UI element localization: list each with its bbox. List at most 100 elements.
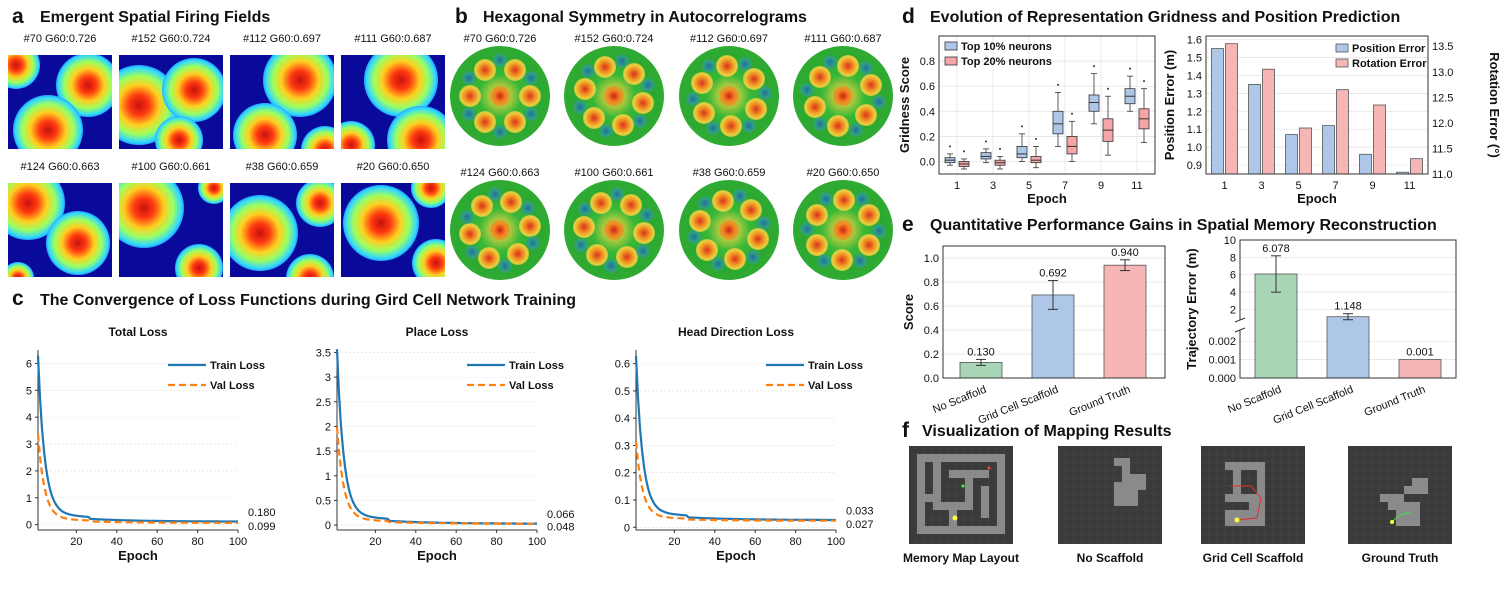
loss-chart-title: Total Loss: [108, 325, 167, 339]
x-tick-label: 100: [229, 536, 247, 548]
position-error-bar: [1322, 125, 1335, 175]
box-body: [1066, 135, 1078, 155]
map-corridor: [917, 526, 1005, 534]
trajectory-bar-chart: 2 4 6 8 10 0.000 0.001 0.002 6.078 No Scaffold 1.1…: [1184, 236, 1457, 426]
y-tick-label: 8: [1230, 252, 1236, 264]
x-tick-label: Ground Truth: [1068, 384, 1133, 419]
autocorrelogram-peak: [573, 216, 596, 239]
box-body: [980, 152, 992, 160]
legend-label: Position Error: [1352, 43, 1426, 55]
firing-field-blob: [198, 183, 223, 204]
panel-d-letter: d: [902, 5, 915, 28]
map-corridor: [997, 454, 1005, 534]
firing-field-blob: [296, 183, 334, 227]
y-tick-label: 0.6: [920, 81, 935, 93]
y2-tick-label: 13.0: [1432, 67, 1453, 79]
autocorrelogram-peak: [803, 95, 826, 118]
x-tick-label: 7: [1062, 180, 1068, 192]
map-corridor: [933, 502, 973, 510]
firing-field-caption: #112 G60:0.697: [242, 33, 322, 45]
x-tick-label: No Scaffold: [1226, 384, 1283, 416]
panel-b-title: Hexagonal Symmetry in Autocorrelograms: [483, 9, 807, 26]
y-tick-label: 0.002: [1208, 336, 1236, 348]
y2-tick-label: 12.5: [1432, 92, 1453, 104]
autocorrelogram-caption: #112 G60:0.697: [689, 33, 769, 45]
autocorrelogram-peak: [724, 248, 747, 271]
box-outlier: [1021, 125, 1023, 128]
autocorrelogram-trough: [493, 53, 507, 67]
map-corridor: [1404, 486, 1428, 494]
value-label: 0.130: [967, 346, 995, 358]
x-tick-label: No Scaffold: [931, 384, 988, 416]
box-outlier: [1093, 65, 1095, 68]
panel-d-title: Evolution of Representation Gridness and…: [930, 9, 1401, 26]
autocorrelogram-trough: [746, 249, 761, 264]
x-tick-label: 60: [450, 536, 462, 548]
autocorrelogram-peak: [504, 110, 526, 133]
y-tick-label: 0.3: [615, 440, 630, 452]
box-body: [1052, 110, 1064, 135]
autocorrelogram-peak: [582, 106, 605, 129]
autocorrelogram-trough: [487, 187, 502, 202]
score-bar: [1103, 264, 1147, 379]
autocorrelogram-trough: [710, 257, 725, 272]
plot-frame: [942, 245, 1166, 379]
end-value-label: 0.027: [846, 519, 874, 531]
y-tick-label: 1.5: [1187, 53, 1202, 65]
rotation-error-bar: [1225, 43, 1238, 175]
x-tick-label: Grid Cell Scaffold: [976, 384, 1060, 426]
autocorrelogram-peak: [858, 204, 881, 227]
autocorrelogram-trough: [854, 192, 869, 207]
autocorrelogram-peak: [742, 68, 765, 91]
end-value-label: 0.048: [547, 522, 575, 534]
firing-field-caption: #111 G60:0.687: [354, 33, 432, 45]
autocorrelogram-peak: [518, 214, 541, 237]
firing-field-map: [230, 55, 334, 149]
val-loss-line: [36, 434, 238, 524]
value-label: 0.001: [1406, 347, 1434, 359]
mapping-result-drawing: [1058, 446, 1162, 544]
axis-break-mark: [1234, 327, 1246, 333]
loss-chart: Total Loss 0 1 2 3 4 5 6 20 40 60 80 100 Epoch 0.180 Tr…: [26, 325, 276, 563]
autocorrelogram-peak: [459, 85, 481, 107]
x-tick-label: 80: [490, 536, 502, 548]
trajectory-bar: [1398, 359, 1442, 379]
autocorrelogram-center: [719, 220, 739, 240]
end-value-label: 0.099: [248, 521, 276, 533]
autocorrelogram-trough: [871, 94, 886, 109]
map-corridor: [1396, 510, 1420, 526]
autocorrelogram-center: [833, 220, 853, 240]
legend-label: Train Loss: [210, 360, 265, 372]
plot-frame: [1239, 239, 1457, 379]
x-tick-label: 100: [528, 536, 546, 548]
map-corridor: [1388, 502, 1420, 510]
rotation-error-bar: [1336, 89, 1349, 175]
firing-field-blob: [155, 116, 203, 149]
firing-field-caption: #152 G60:0.724: [131, 33, 211, 45]
autocorrelogram-peak: [620, 194, 643, 217]
error-bar-chart: 0.9 1.0 1.1 1.2 1.3 1.4 1.5 1.6 11.0 11.5 12.0 12.5…: [1162, 35, 1502, 206]
x-tick-label: 60: [151, 536, 163, 548]
autocorrelogram-caption: #152 G60:0.724: [574, 33, 654, 45]
map-corridor: [933, 462, 941, 502]
mapping-result-caption: Grid Cell Scaffold: [1202, 551, 1304, 565]
box-body: [1016, 146, 1028, 159]
y-tick-label: 2: [325, 421, 331, 433]
train-loss-line: [36, 355, 238, 523]
map-trajectory: [1231, 485, 1262, 521]
autocorrelogram-peak: [573, 78, 596, 101]
gridness-box-chart: 0.0 0.2 0.4 0.6 0.8 1 3 5 7 9 11 Epoch Gridness Scor…: [897, 35, 1156, 206]
y-tick-label: 10: [1224, 236, 1236, 247]
box-outlier: [1071, 112, 1073, 115]
x-axis-label: Epoch: [417, 548, 457, 563]
y-tick-label: 1.5: [316, 446, 331, 458]
autocorrelogram: [564, 46, 664, 146]
axis-break-mark: [1234, 317, 1246, 323]
x-tick-label: 60: [749, 536, 761, 548]
y-tick-label: 0.6: [924, 301, 939, 313]
box-outlier: [949, 145, 951, 148]
train-loss-line: [634, 355, 836, 522]
map-corridor: [1130, 474, 1146, 490]
autocorrelogram-trough: [800, 83, 815, 98]
autocorrelogram-trough: [524, 71, 539, 85]
